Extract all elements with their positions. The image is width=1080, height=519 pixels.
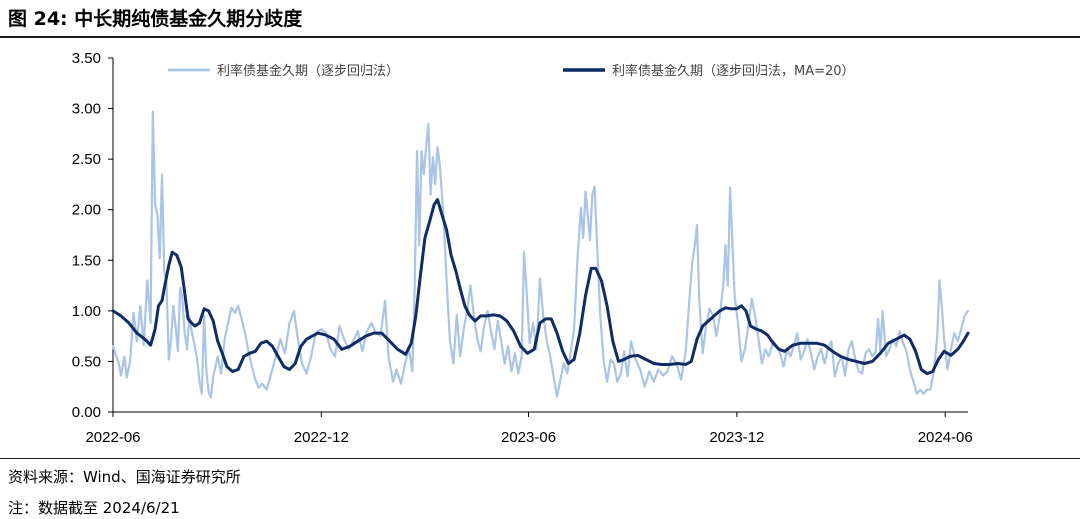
bottom-rule — [0, 458, 1080, 459]
x-tick-label: 2023-06 — [501, 429, 556, 446]
legend-label: 利率债基金久期（逐步回归法，MA=20） — [612, 63, 855, 79]
top-rule — [0, 36, 1080, 38]
legend: 利率债基金久期（逐步回归法） 利率债基金久期（逐步回归法，MA=20） — [168, 63, 855, 79]
x-tick-label: 2022-12 — [294, 429, 349, 446]
legend-label: 利率债基金久期（逐步回归法） — [217, 63, 399, 79]
data-date-note: 注：数据截至 2024/6/21 — [8, 499, 180, 517]
x-tick-label: 2022-06 — [85, 429, 140, 446]
figure-title: 图 24: 中长期纯债基金久期分歧度 — [8, 8, 303, 30]
series-line-ma20 — [111, 198, 970, 376]
y-tick-label: 0.00 — [72, 404, 101, 421]
y-tick-label: 2.50 — [72, 151, 101, 168]
y-tick-label: 3.50 — [72, 50, 101, 67]
x-tick-label: 2023-12 — [709, 429, 764, 446]
x-tick-label: 2024-06 — [918, 429, 973, 446]
axes: 0.00 0.50 1.00 1.50 2.00 2.50 3.00 3.50 2022-06 2… — [72, 50, 973, 446]
y-tick-label: 0.50 — [72, 353, 101, 370]
y-tick-label: 2.00 — [72, 202, 101, 219]
series-layer — [111, 110, 970, 399]
y-tick-label: 1.00 — [72, 303, 101, 320]
y-tick-label: 1.50 — [72, 252, 101, 269]
y-tick-label: 3.00 — [72, 101, 101, 118]
source-note: 资料来源：Wind、国海证券研究所 — [8, 468, 241, 486]
